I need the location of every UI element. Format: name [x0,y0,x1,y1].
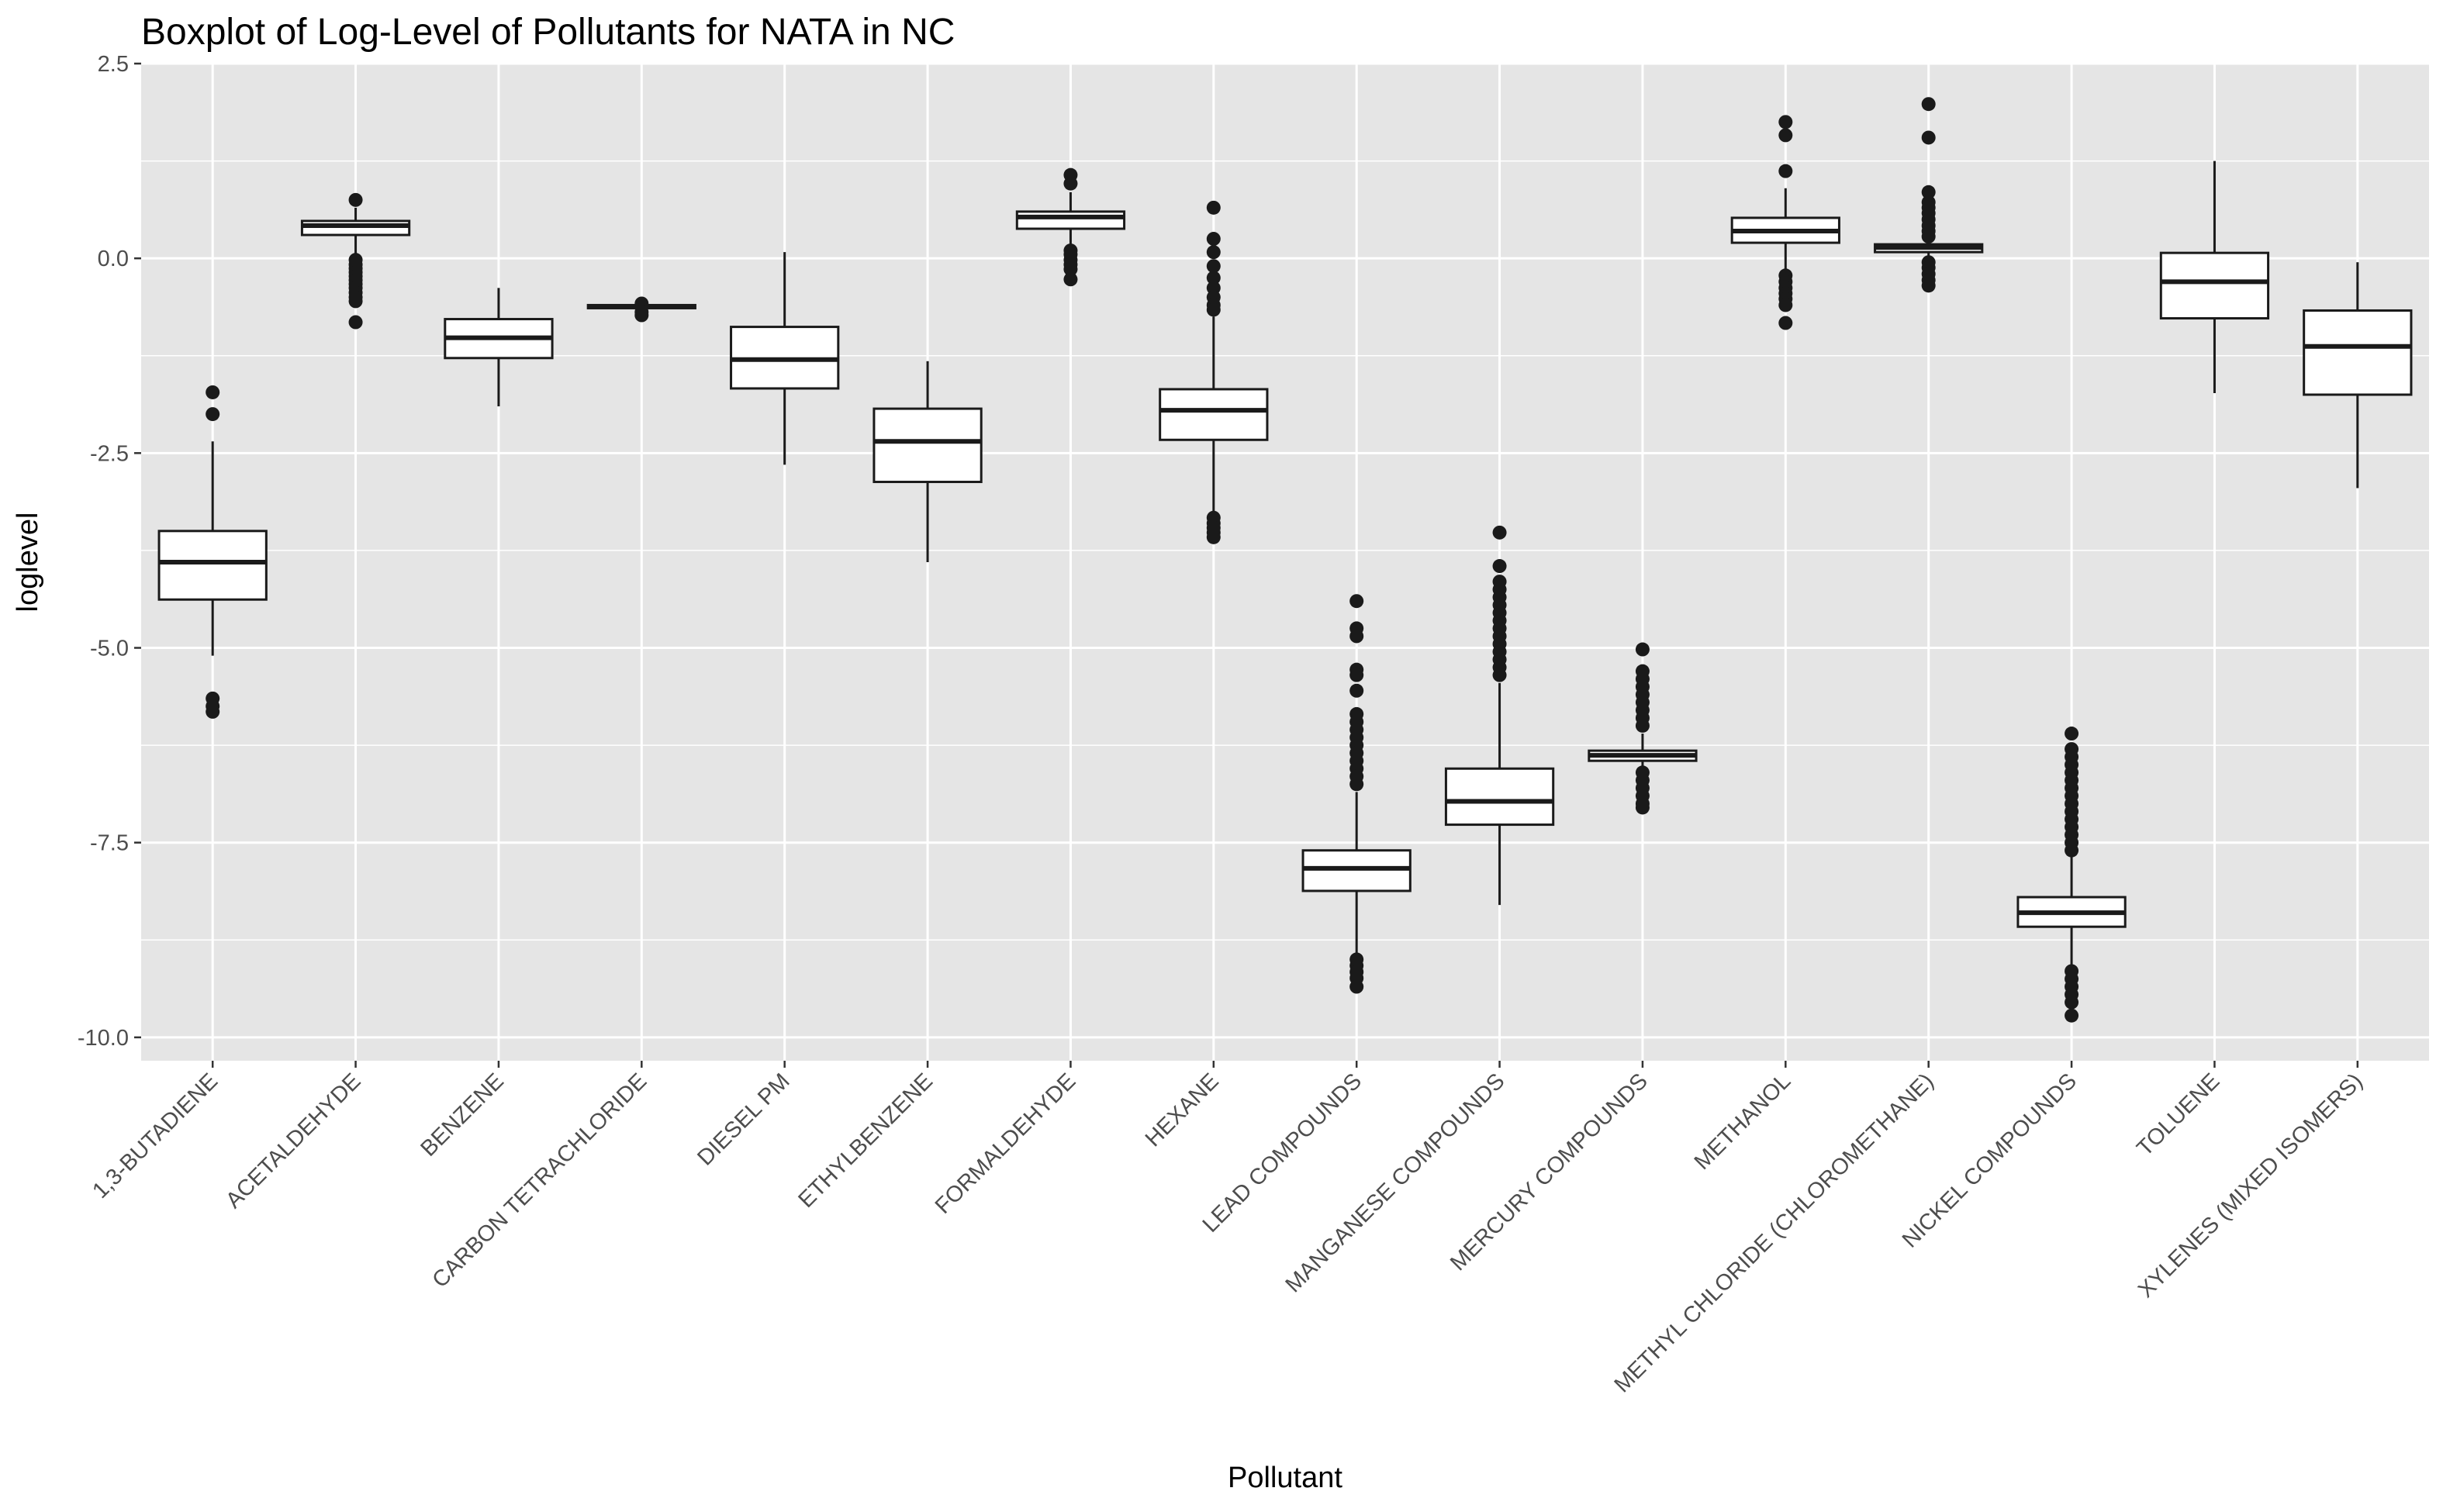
y-tick-label: 0.0 [98,247,129,271]
x-tick-label: HEXANE [1141,1068,1224,1151]
outlier-point [1921,130,1936,145]
outlier-point [1349,594,1364,609]
outlier-point [206,407,220,422]
outlier-point [1206,232,1221,247]
box-iqr [1301,849,1412,892]
box-group [1730,115,1840,330]
box-group [1159,200,1269,544]
x-tick-label: METHYL CHLORIDE (CHLOROMETHANE) [1610,1068,1939,1397]
outlier-point [1778,298,1793,312]
outlier-point [1206,245,1221,260]
box-iqr [1159,388,1269,441]
outlier-point [206,704,220,719]
box-group [157,385,268,719]
x-tick-label: METHANOL [1690,1068,1796,1175]
outlier-point [1921,97,1936,112]
box-iqr [1444,767,1555,827]
box-group [586,296,696,323]
y-axis: 2.5 0.0 -2.5 -5.0 -7.5 -10.0 [78,52,141,1051]
box-group [1301,594,1412,994]
x-tick-label: LEAD COMPOUNDS [1198,1068,1367,1237]
minor-gridlines [141,160,2429,941]
outlier-point [2065,995,2079,1010]
outlier-point [1206,302,1221,317]
y-tick-label: -10.0 [78,1026,129,1051]
outlier-point [2065,727,2079,741]
x-tick-label: DIESEL PM [693,1068,794,1170]
outlier-point [1492,559,1507,574]
outlier-point [1492,525,1507,540]
x-tick-label: XYLENES (MIXED ISOMERS) [2134,1068,2368,1303]
x-tick-label: TOLUENE [2132,1068,2224,1161]
outlier-point [634,308,649,323]
outlier-point [1921,185,1936,199]
y-tick-label: 2.5 [98,52,129,77]
outlier-point [1778,164,1793,178]
box-group [872,361,983,562]
box-group [1444,525,1555,906]
box-series [157,97,2413,1023]
box-iqr [1015,210,1126,230]
x-tick-label: ETHYLBENZENE [793,1068,938,1213]
outlier-point [1349,668,1364,682]
outlier-point [348,192,363,207]
outlier-point [1921,278,1936,293]
outlier-point [1778,316,1793,330]
outlier-point [1349,629,1364,644]
box-group [1874,97,1984,293]
box-iqr [2303,309,2413,396]
box-group [444,288,554,407]
outlier-point [1206,200,1221,215]
x-tick-label: ACETALDEHYDE [221,1068,365,1213]
outlier-point [1349,683,1364,698]
y-tick-label: -7.5 [90,831,129,856]
outlier-point [1063,272,1078,287]
outlier-point [2065,843,2079,858]
outlier-point [2065,1008,2079,1023]
outlier-point [206,385,220,399]
x-tick-label: BENZENE [416,1068,508,1161]
box-group [300,192,411,330]
outlier-point [1206,530,1221,544]
outlier-point [1635,800,1650,815]
box-group [1015,167,1126,287]
outlier-point [1063,262,1078,277]
box-iqr [157,530,268,601]
outlier-point [348,294,363,309]
chart-title: Boxplot of Log-Level of Pollutants for N… [141,12,955,53]
outlier-point [1635,642,1650,657]
box-iqr [300,219,411,236]
box-iqr [2159,251,2270,320]
x-tick-label: FORMALDEHYDE [931,1068,1081,1219]
x-tick-label: 1,3-BUTADIENE [88,1068,223,1203]
box-group [1588,642,1698,815]
x-axis-title: Pollutant [1228,1462,1342,1494]
box-group [2303,262,2413,488]
box-group [2016,727,2127,1023]
outlier-point [348,315,363,330]
outlier-point [1778,128,1793,143]
outlier-point [1635,718,1650,733]
outlier-point [1206,259,1221,274]
outlier-point [1349,979,1364,994]
plot-panel [141,64,2429,1061]
y-axis-title: loglevel [12,513,44,613]
outlier-point [1206,271,1221,285]
y-tick-label: -2.5 [90,441,129,466]
y-tick-label: -5.0 [90,637,129,661]
outlier-point [1063,176,1078,191]
outlier-point [1778,115,1793,129]
outlier-point [1492,668,1507,682]
outlier-point [1349,777,1364,792]
outlier-point [1921,230,1936,244]
box-iqr [872,407,983,484]
box-group [2159,161,2270,393]
box-group [730,252,840,465]
